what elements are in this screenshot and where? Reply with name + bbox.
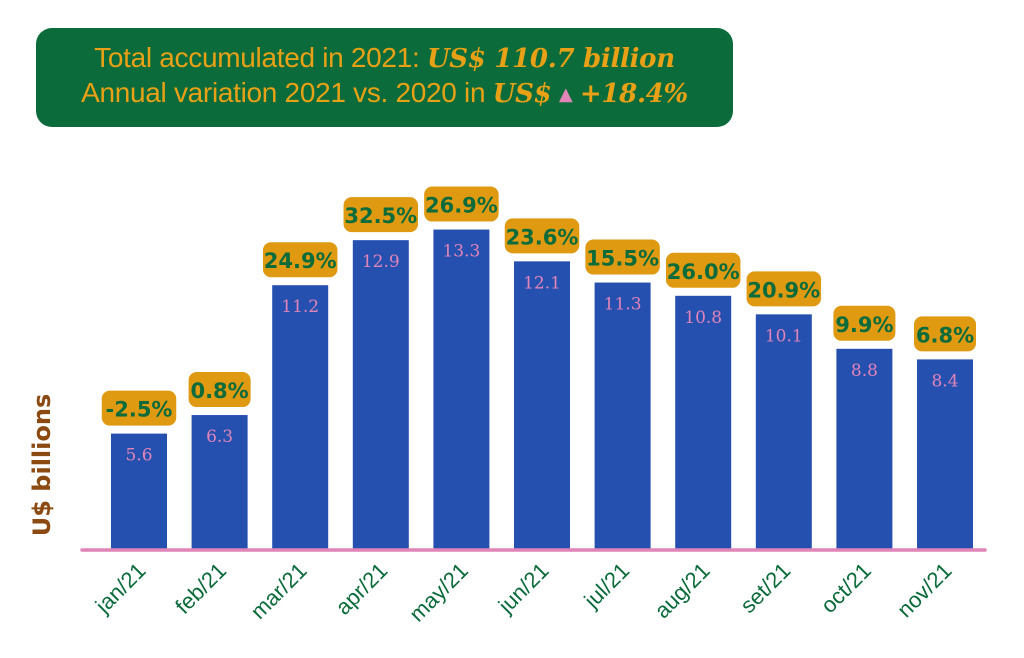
- x-tick-label: jul/21: [579, 558, 635, 614]
- variation-badge: [343, 197, 419, 233]
- x-tick-label: mar/21: [246, 558, 312, 624]
- variation-label: 0.8%: [190, 379, 248, 403]
- bar-value-label: 12.9: [362, 252, 400, 272]
- bar-value-label: 8.4: [931, 371, 958, 391]
- x-tick-label: feb/21: [170, 558, 231, 619]
- total-value: US$ 110.7 billion: [426, 44, 675, 74]
- bar-set-21: [755, 314, 812, 549]
- variation-badge: [188, 372, 251, 408]
- bar-value-label: 10.8: [684, 308, 722, 328]
- bar-value-label: 13.3: [442, 242, 480, 262]
- variation-badge: [262, 242, 338, 278]
- variation-badge: [585, 239, 660, 275]
- bar-feb-21: [191, 415, 248, 549]
- x-tick-label: oct/21: [816, 558, 876, 618]
- up-triangle-icon: ▲: [558, 84, 573, 105]
- bar-oct-21: [836, 348, 893, 549]
- x-tick-label: apr/21: [331, 558, 393, 620]
- x-tick-label: may/21: [404, 558, 473, 627]
- x-tick-label: set/21: [735, 558, 795, 618]
- variation-label: 26.0%: [667, 260, 740, 284]
- variation-value: +18.4%: [579, 79, 688, 109]
- variation-label: 6.8%: [916, 323, 974, 347]
- variation-label: 26.9%: [425, 194, 498, 218]
- x-tick-label: jan/21: [90, 558, 151, 619]
- bar-nov-21: [917, 359, 973, 549]
- variation-badge: [504, 218, 580, 254]
- bar-value-label: 5.6: [125, 446, 152, 466]
- bar-value-label: 8.8: [851, 361, 878, 381]
- variation-label: Annual variation 2021 vs. 2020 in: [81, 77, 493, 108]
- bar-value-label: 10.1: [765, 326, 803, 346]
- variation-label: 32.5%: [344, 204, 417, 228]
- bar-value-label: 6.3: [206, 427, 233, 447]
- x-tick-label: aug/21: [649, 558, 714, 623]
- bar-value-label: 11.2: [281, 297, 319, 317]
- bar-value-label: 11.3: [604, 295, 642, 315]
- total-label: Total accumulated in 2021:: [94, 42, 427, 73]
- total-accumulated-line: Total accumulated in 2021: US$ 110.7 bil…: [36, 41, 733, 76]
- variation-label: 9.9%: [835, 313, 893, 337]
- variation-label: 20.9%: [747, 278, 820, 302]
- variation-label: 24.9%: [264, 249, 337, 273]
- x-tick-label: nov/21: [892, 558, 956, 622]
- summary-banner: Total accumulated in 2021: US$ 110.7 bil…: [36, 28, 733, 127]
- bar-may-21: [433, 229, 490, 550]
- bar-aug-21: [675, 295, 732, 549]
- variation-badge: [914, 316, 976, 352]
- variation-badge: [833, 305, 896, 341]
- variation-currency: US$: [492, 79, 552, 109]
- variation-badge: [665, 252, 741, 288]
- variation-badge: [101, 390, 177, 426]
- bar-mar-21: [272, 285, 329, 549]
- variation-label: 23.6%: [506, 225, 579, 249]
- bar-jun-21: [514, 261, 570, 549]
- bar-jan-21: [111, 433, 167, 549]
- variation-label: -2.5%: [106, 398, 173, 422]
- annual-variation-line: Annual variation 2021 vs. 2020 in US$ ▲ …: [36, 76, 733, 112]
- variation-badge: [424, 186, 499, 222]
- bar-jul-21: [594, 282, 651, 549]
- bar-apr-21: [352, 240, 409, 549]
- x-tick-label: jun/21: [493, 558, 554, 619]
- variation-label: 15.5%: [586, 247, 659, 271]
- bar-value-label: 12.1: [523, 273, 561, 293]
- variation-badge: [746, 271, 822, 307]
